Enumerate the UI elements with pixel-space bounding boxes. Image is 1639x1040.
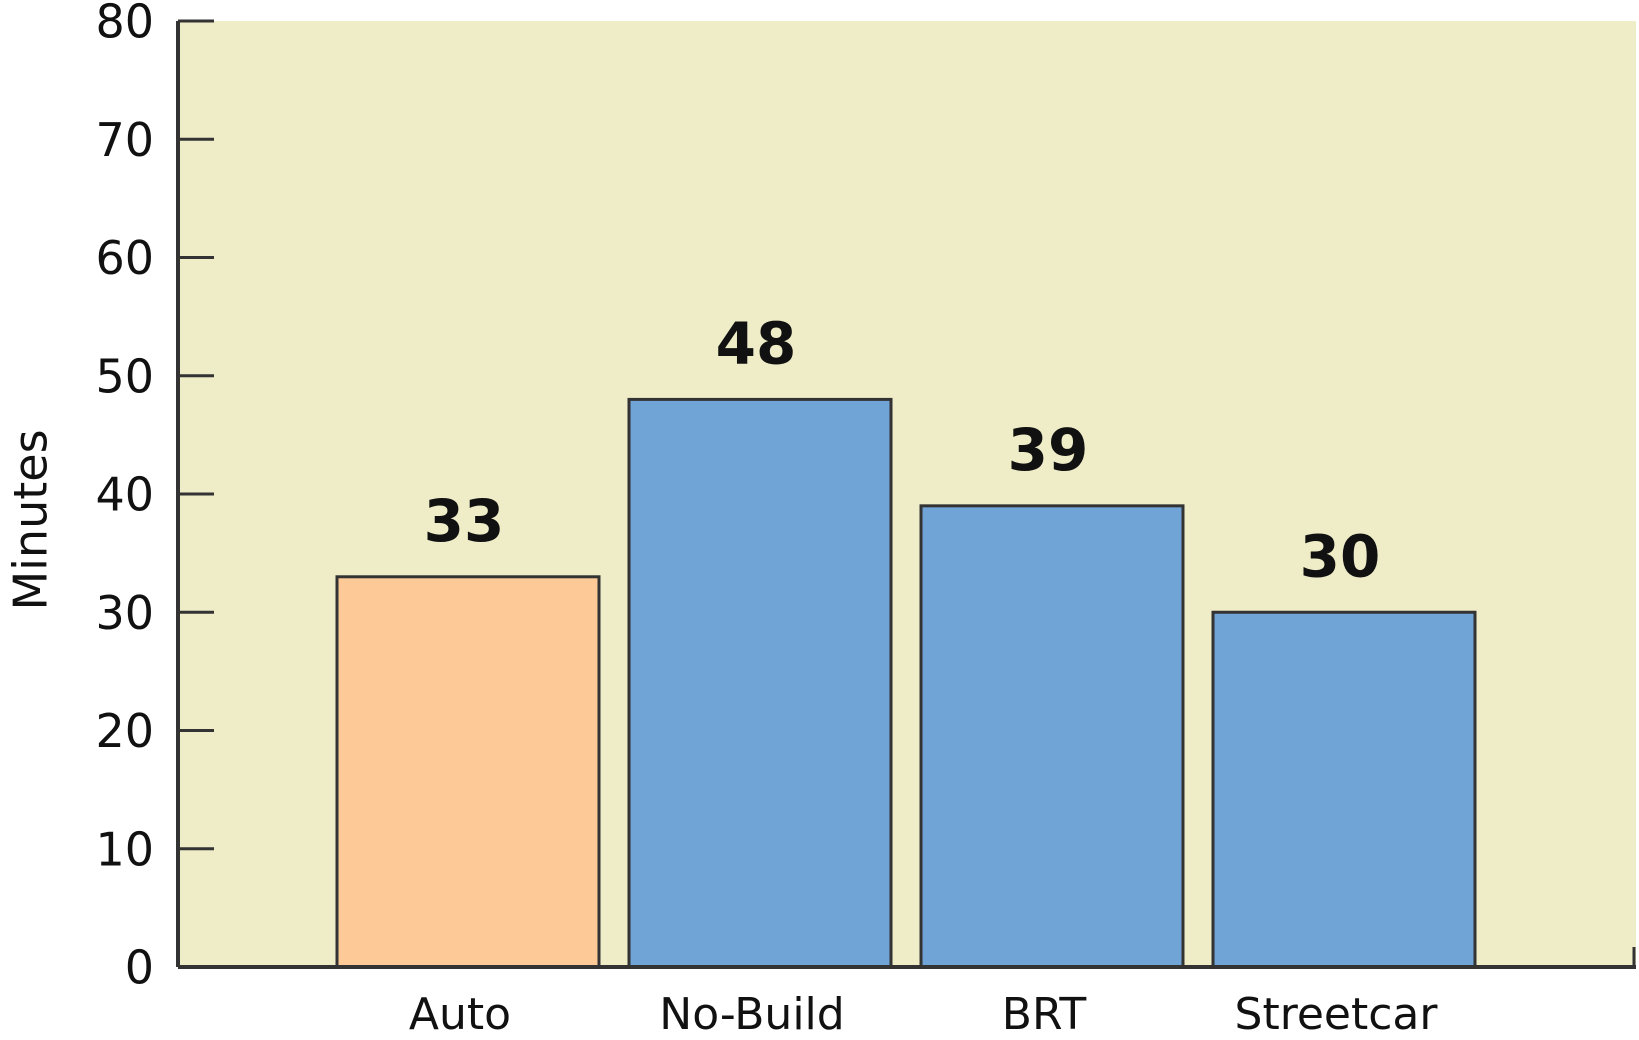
y-tick-label: 50 [95,349,154,403]
bar [335,575,601,969]
x-tick-label: Auto [409,989,511,1040]
x-tick-label: Streetcar [1235,989,1439,1040]
y-tick-label: 30 [95,586,154,640]
y-tick-label: 80 [95,0,154,49]
value-label: 30 [1300,522,1381,590]
y-tick-label: 60 [95,231,154,285]
y-tick-label: 10 [95,822,154,876]
bar [627,397,893,969]
value-label: 48 [716,310,797,378]
x-tick-label: BRT [1002,989,1087,1040]
bar [919,504,1185,969]
value-label: 33 [424,487,505,555]
y-axis-label: Minutes [4,429,58,610]
y-tick-label: 70 [95,113,154,167]
x-tick-label: No-Build [659,989,844,1040]
y-tick-label: 40 [95,468,154,522]
y-tick-label: 20 [95,704,154,758]
y-tick-label: 0 [125,941,154,995]
bar [1211,610,1477,969]
value-label: 39 [1008,416,1089,484]
